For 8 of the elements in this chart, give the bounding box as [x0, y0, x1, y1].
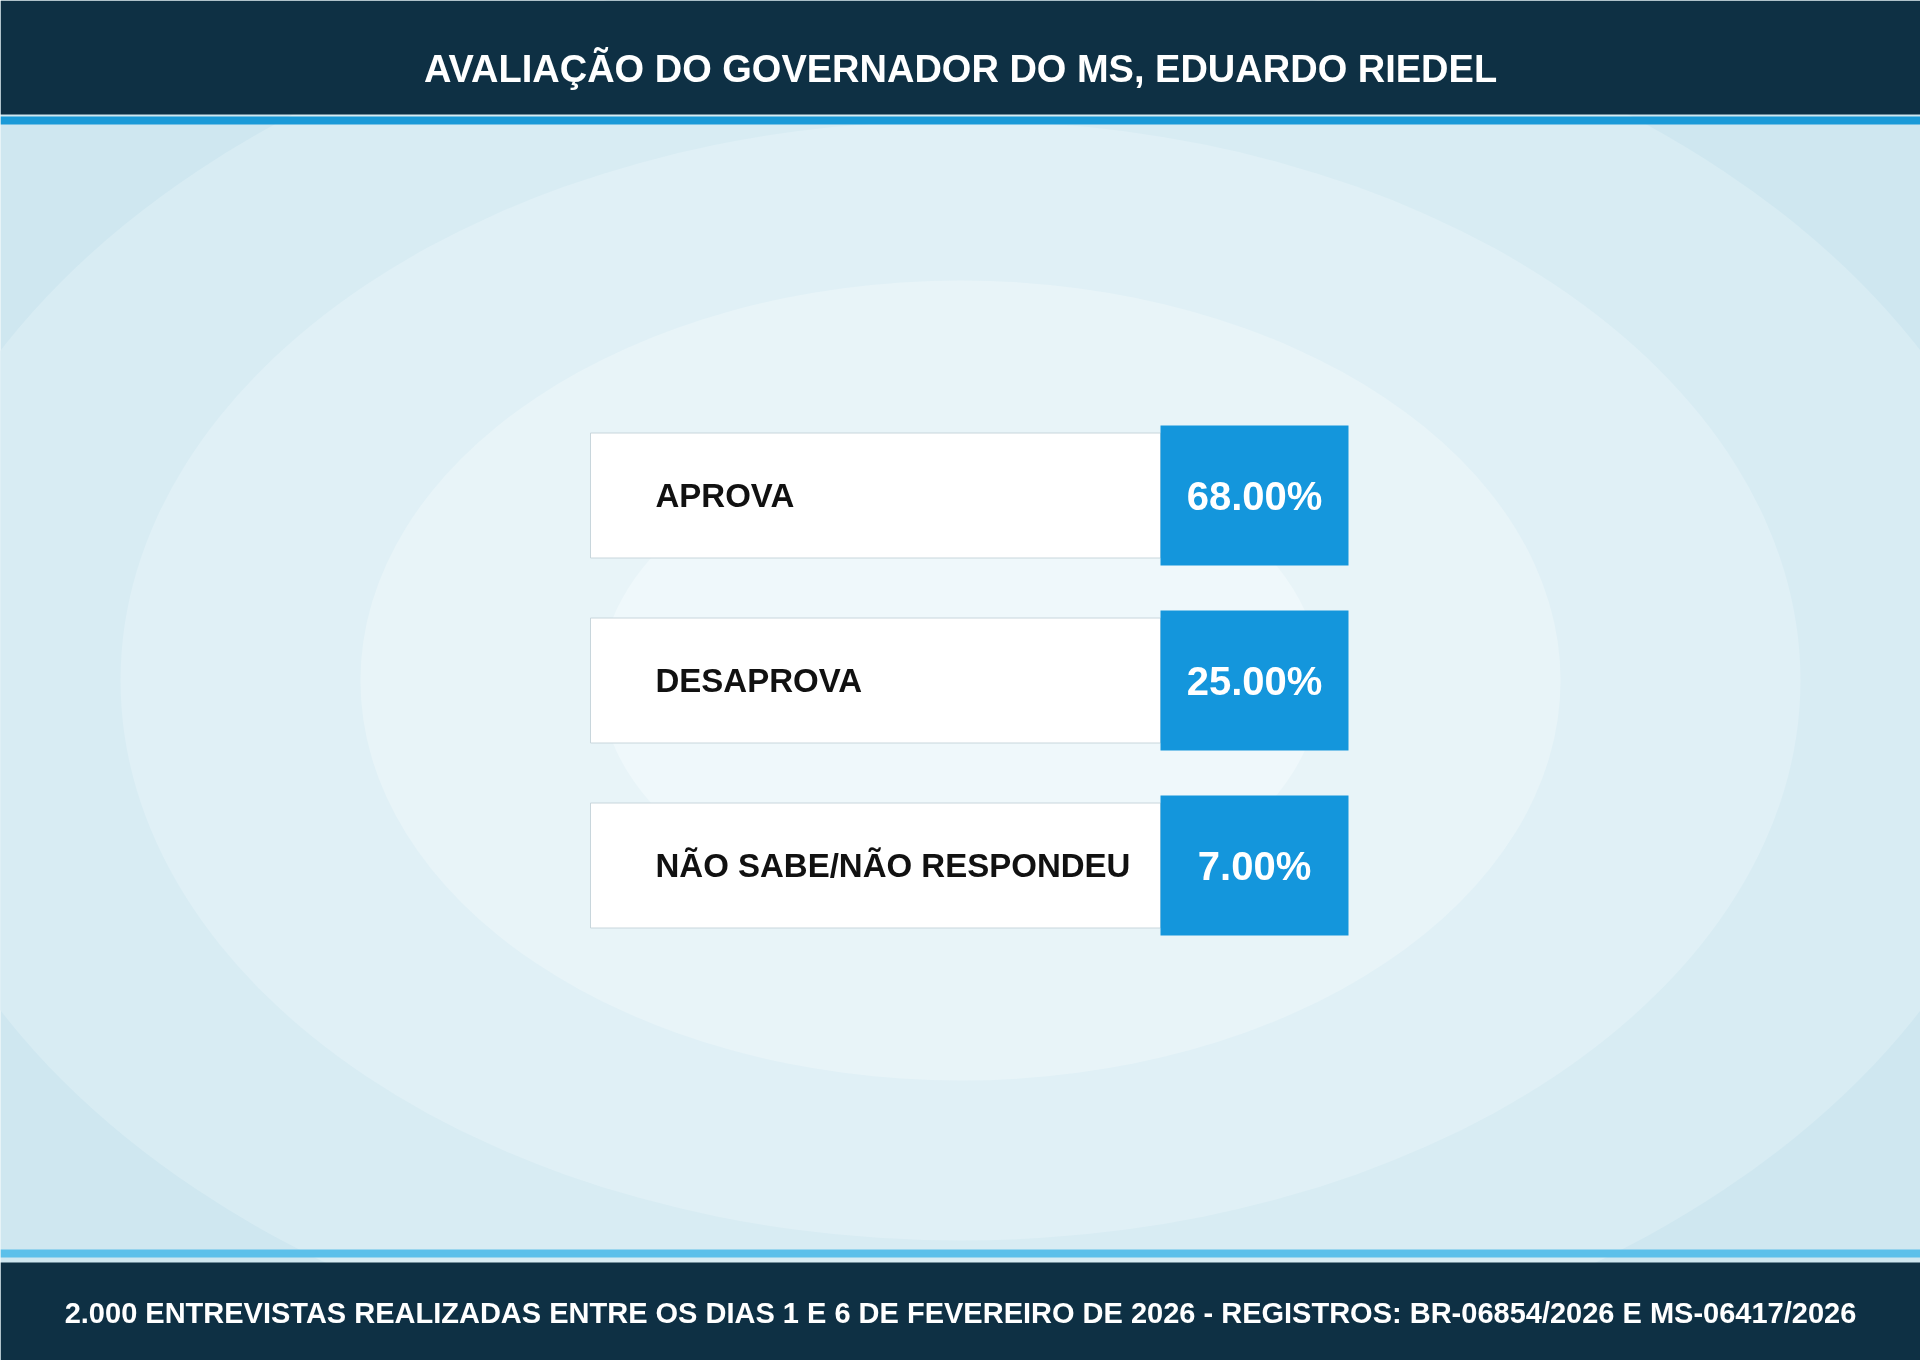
- category-label: NÃO SABE/NÃO RESPONDEU: [655, 847, 1131, 884]
- text: 2.000 ENTREVISTAS REALIZADAS ENTRE OS DIAS 1 E 6 DE FEVEREIRO DE 2026 - REGISTROS: BR-06854/2026 E MS-06417/2026: [64, 1296, 1857, 1329]
- category-label: APROVA: [655, 477, 795, 514]
- data-label: 7.00%: [1197, 843, 1312, 888]
- category-label: DESAPROVA: [655, 662, 863, 699]
- data-label: 68.00%: [1186, 473, 1323, 518]
- data-label: 25.00%: [1186, 658, 1323, 703]
- text: AVALIAÇÃO DO GOVERNADOR DO MS, EDUARDO RIEDEL: [423, 46, 1498, 90]
